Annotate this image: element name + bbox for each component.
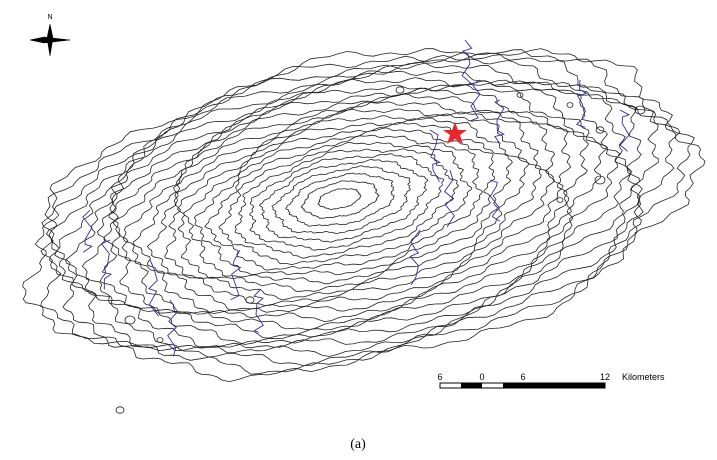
- stream: [494, 99, 505, 145]
- contour: [317, 188, 362, 210]
- contour: [81, 77, 633, 345]
- stream: [100, 239, 113, 290]
- cone: [556, 197, 564, 203]
- contour: [54, 62, 643, 351]
- stream: [429, 129, 441, 183]
- contour: [41, 52, 681, 367]
- stream: [253, 289, 264, 333]
- contour: [132, 101, 564, 311]
- contours: [22, 48, 706, 414]
- scale-label: 12: [600, 372, 610, 382]
- scale-label: 0: [479, 372, 484, 382]
- north-label: N: [47, 14, 52, 21]
- streams: [82, 39, 631, 357]
- contour: [204, 134, 484, 271]
- contour: [259, 159, 429, 243]
- cone: [156, 337, 164, 343]
- contour: [45, 54, 659, 357]
- contour: [146, 108, 556, 306]
- cone: [115, 406, 125, 414]
- stream: [167, 299, 179, 357]
- site-star: [443, 122, 467, 144]
- stream: [82, 209, 93, 253]
- contour: [22, 48, 706, 383]
- contour: [99, 80, 621, 339]
- scale-bar: 6 0 6 12 Kilometers: [437, 372, 665, 389]
- cone: [594, 175, 606, 185]
- contour: [112, 87, 590, 323]
- cone: [395, 86, 405, 94]
- cone: [566, 102, 574, 108]
- stream: [409, 229, 421, 286]
- contour: [234, 148, 459, 259]
- stream: [148, 259, 159, 317]
- contour: [193, 127, 496, 276]
- stream: [575, 79, 588, 128]
- contour: [122, 93, 572, 314]
- cone: [595, 126, 605, 134]
- caption: (a): [350, 437, 366, 452]
- scale-label: 6: [437, 372, 442, 382]
- cone: [124, 315, 136, 325]
- stream: [443, 169, 455, 228]
- north-arrow: N: [29, 14, 71, 57]
- contour: [65, 70, 640, 348]
- contour: [300, 180, 380, 219]
- stream: [619, 109, 631, 152]
- scale-label: 6: [520, 372, 525, 382]
- cone: [245, 296, 255, 304]
- stream: [470, 79, 481, 122]
- contour: [164, 113, 542, 301]
- scale-unit: Kilometers: [622, 372, 665, 382]
- stream: [461, 39, 473, 86]
- contour: [249, 153, 445, 251]
- cone: [634, 105, 646, 115]
- contour: [176, 117, 530, 292]
- cone: [516, 92, 524, 98]
- stream: [489, 179, 500, 222]
- contour: [285, 172, 395, 227]
- contour: [218, 142, 473, 265]
- contour: [271, 165, 411, 235]
- contour: [183, 122, 513, 285]
- stream: [230, 249, 242, 301]
- contour: [108, 84, 607, 331]
